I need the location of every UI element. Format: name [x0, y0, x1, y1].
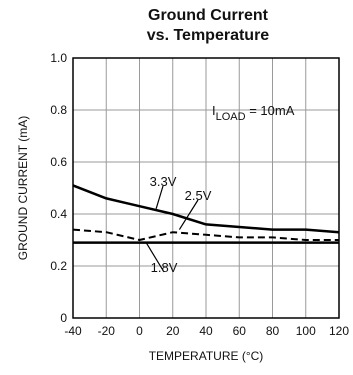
- load-annotation: ILOAD = 10mA: [212, 103, 295, 123]
- series-leader-line: [155, 185, 164, 209]
- series-leader-line: [145, 242, 165, 273]
- x-tick-label: 60: [233, 324, 247, 338]
- y-tick-label: 0.2: [50, 259, 67, 273]
- x-tick-label: 120: [329, 324, 349, 338]
- series-label: 3.3V: [150, 174, 177, 189]
- y-tick-label: 0.4: [50, 207, 67, 221]
- series-label: 2.5V: [185, 188, 212, 203]
- y-tick-label: 0.6: [50, 155, 67, 169]
- x-tick-label: 100: [296, 324, 316, 338]
- x-tick-label: -20: [98, 324, 116, 338]
- y-tick-label: 1.0: [50, 51, 67, 65]
- chart-title-line: vs. Temperature: [147, 27, 270, 44]
- plot-frame: [72, 57, 340, 319]
- y-tick-label: 0.8: [50, 103, 67, 117]
- x-tick-label: 20: [166, 324, 180, 338]
- chart-title-line: Ground Current: [148, 7, 269, 24]
- x-tick-label: -40: [64, 324, 82, 338]
- series-line-3-3v: [72, 184, 340, 234]
- x-tick-label: 40: [199, 324, 213, 338]
- series-label: 1.8V: [151, 260, 178, 275]
- y-tick-label: 0: [60, 311, 67, 325]
- series-leader-line: [178, 199, 199, 230]
- x-tick-label: 80: [266, 324, 280, 338]
- series-line-2-5v: [72, 228, 339, 241]
- y-axis-label: GROUND CURRENT (mA): [16, 116, 30, 260]
- x-tick-label: 0: [136, 324, 143, 338]
- x-axis-label: TEMPERATURE (°C): [149, 349, 264, 363]
